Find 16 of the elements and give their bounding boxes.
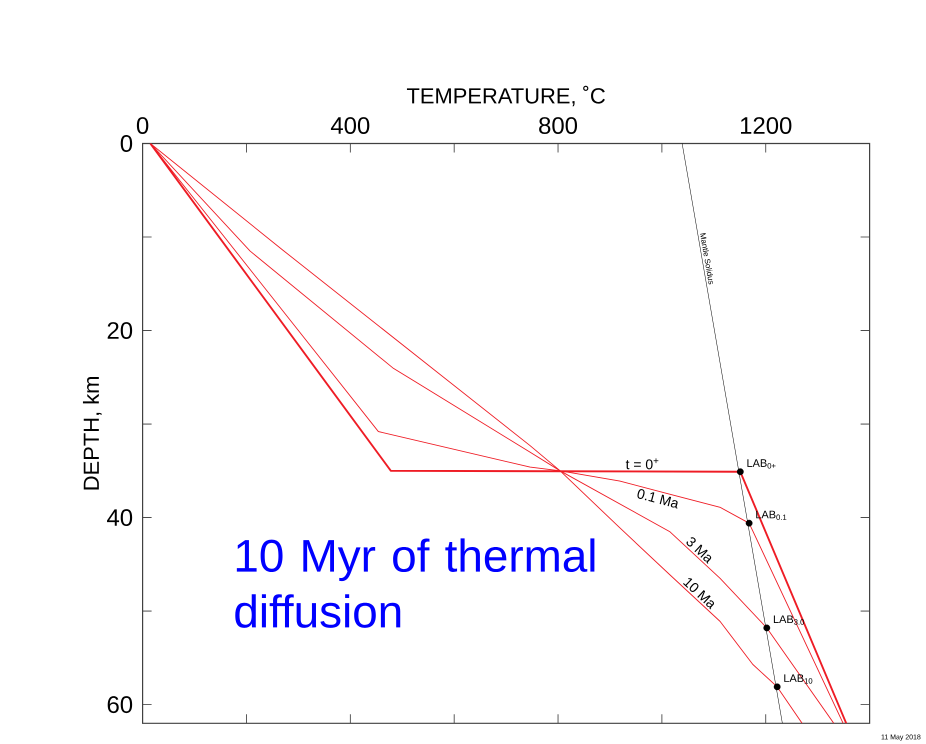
text: 0.1 Ma: [637, 489, 678, 508]
y-tick-label: 40: [107, 509, 132, 526]
y-tick-label: 60: [108, 696, 132, 714]
x-tick-label: 1200: [740, 117, 792, 134]
text: 10 Ma: [683, 578, 714, 610]
annotation: 10 Myr of thermal diffusion: [235, 538, 594, 628]
text: 3 Ma: [686, 537, 712, 564]
y-axis-title: DEPTH, km: [82, 377, 102, 490]
y-tick-label: 20: [108, 322, 132, 340]
x-axis-title: TEMPERATURE, ˚C: [406, 86, 605, 106]
x-tick-label: 800: [539, 117, 578, 134]
annotation: LAB$_{0+}$: [747, 459, 776, 469]
x-tick-label: 0: [136, 117, 148, 134]
x-tick-label: 400: [330, 117, 370, 134]
y-tick-label: 0: [120, 135, 132, 152]
series-label: t = 0$^{+}$: [626, 458, 658, 470]
